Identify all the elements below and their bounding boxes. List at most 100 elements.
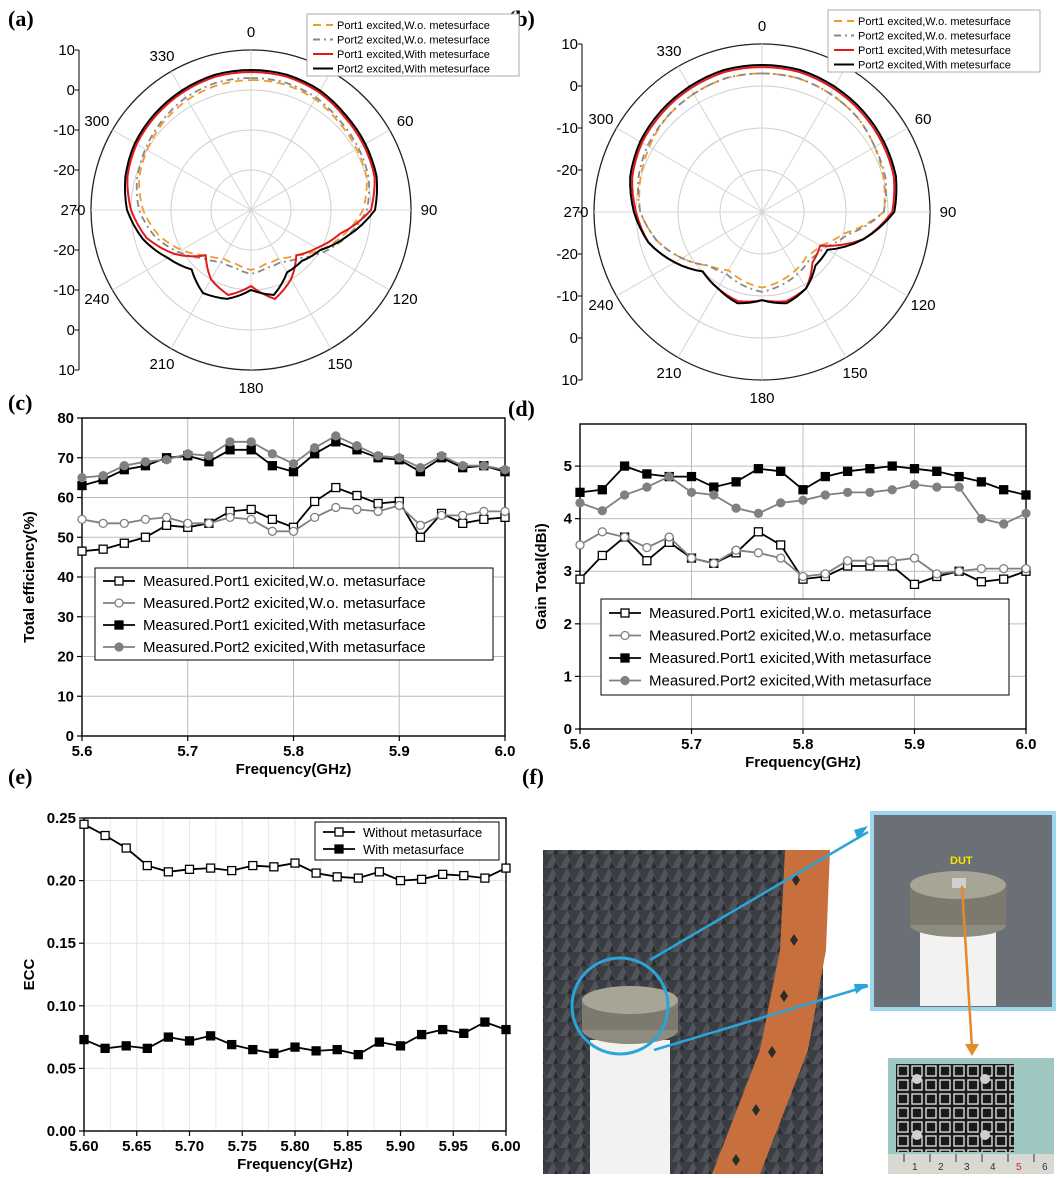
- radial-tick-label: 10: [58, 362, 75, 379]
- data-point: [331, 431, 341, 441]
- data-point: [909, 479, 920, 490]
- x-tick-label: 6.0: [1016, 736, 1037, 753]
- data-point: [311, 1046, 321, 1056]
- dut-label: DUT: [950, 855, 973, 867]
- polar-spoke: [112, 209, 252, 291]
- angle-tick-label: 90: [421, 202, 438, 219]
- data-point: [709, 482, 719, 492]
- data-point: [331, 502, 341, 513]
- x-axis-label: Frequency(GHz): [237, 1156, 353, 1173]
- legend-entry: Port1 excited,W.o. metesurface: [858, 16, 1011, 28]
- data-point: [776, 540, 786, 550]
- data-point: [842, 466, 853, 476]
- polar-spoke: [761, 211, 847, 358]
- plot-frame: [83, 817, 507, 1132]
- data-point: [459, 1028, 469, 1038]
- data-point: [436, 451, 447, 461]
- angle-tick-label: 330: [149, 48, 174, 65]
- data-point: [909, 553, 920, 563]
- data-point: [479, 514, 489, 525]
- data-point: [246, 445, 256, 455]
- data-point: [119, 518, 129, 528]
- polar-series-line: [126, 71, 376, 301]
- ruler-number: 2: [938, 1162, 944, 1173]
- data-point: [664, 532, 674, 542]
- angle-tick-label: 150: [842, 365, 867, 382]
- data-point: [731, 545, 741, 555]
- x-tick-label: 5.95: [439, 1138, 468, 1155]
- data-point: [619, 461, 630, 471]
- data-point: [999, 574, 1009, 584]
- x-tick-label: 6.00: [491, 1138, 520, 1155]
- data-point: [183, 449, 193, 459]
- data-point: [121, 1041, 131, 1051]
- angle-tick-label: 300: [588, 111, 613, 128]
- data-point: [205, 863, 216, 873]
- data-point: [267, 514, 278, 525]
- data-point: [204, 451, 214, 461]
- data-point: [842, 556, 853, 566]
- data-point: [500, 465, 510, 475]
- data-point: [1021, 490, 1031, 500]
- radial-tick-label: 0: [570, 78, 578, 95]
- data-point: [459, 870, 469, 881]
- data-point: [373, 498, 383, 509]
- legend-entry: Port1 excited,With metesurface: [858, 45, 1011, 57]
- data-point: [246, 514, 256, 525]
- data-point: [161, 512, 172, 523]
- data-point: [100, 1043, 110, 1054]
- data-point: [976, 477, 987, 487]
- x-tick-label: 5.8: [283, 743, 304, 760]
- data-point: [225, 445, 235, 455]
- y-tick-label: 10: [57, 688, 74, 705]
- data-point: [932, 482, 942, 492]
- legend-entry: With metasurface: [363, 842, 464, 857]
- data-point: [352, 441, 362, 451]
- polar-series-line: [138, 79, 368, 271]
- data-point: [246, 437, 256, 447]
- radial-tick-label: -20: [556, 162, 578, 179]
- angle-tick-label: 90: [940, 204, 957, 221]
- data-point: [480, 873, 490, 883]
- y-tick-label: 0.25: [47, 810, 76, 827]
- data-point: [415, 532, 426, 542]
- x-tick-label: 5.65: [122, 1138, 151, 1155]
- y-tick-label: 60: [57, 490, 74, 507]
- data-point: [999, 563, 1009, 574]
- polar-plot-b: 0306090120150180210240270300330100-10-20…: [556, 9, 1041, 407]
- data-point: [887, 485, 897, 495]
- y-tick-label: 0.10: [47, 998, 76, 1015]
- radial-tick-label: -20: [53, 162, 75, 179]
- data-point: [500, 506, 510, 517]
- x-tick-label: 5.85: [333, 1138, 362, 1155]
- polar-spoke: [677, 211, 763, 358]
- polar-series-line: [636, 72, 888, 293]
- data-point: [479, 461, 489, 471]
- data-point: [501, 1024, 511, 1035]
- data-point: [227, 1039, 237, 1050]
- data-point: [575, 487, 585, 498]
- data-point: [309, 443, 320, 453]
- data-point: [479, 506, 489, 517]
- data-point: [100, 830, 110, 841]
- data-point: [163, 867, 174, 877]
- data-point: [119, 538, 129, 548]
- angle-tick-label: 240: [588, 297, 613, 314]
- angle-tick-label: 120: [393, 291, 418, 308]
- angle-tick-label: 270: [563, 204, 588, 221]
- data-point: [140, 457, 151, 467]
- data-point: [798, 571, 808, 582]
- data-point: [288, 459, 299, 469]
- plot-frame: [81, 417, 506, 737]
- data-point: [999, 485, 1009, 495]
- data-point: [331, 482, 341, 493]
- data-point: [686, 487, 697, 498]
- y-tick-label: 0.00: [47, 1123, 76, 1140]
- data-point: [373, 451, 383, 461]
- angle-tick-label: 60: [397, 113, 414, 130]
- data-point: [575, 574, 585, 584]
- data-point: [98, 544, 108, 554]
- y-tick-label: 70: [57, 450, 74, 467]
- data-point: [753, 548, 764, 558]
- data-point: [394, 453, 404, 463]
